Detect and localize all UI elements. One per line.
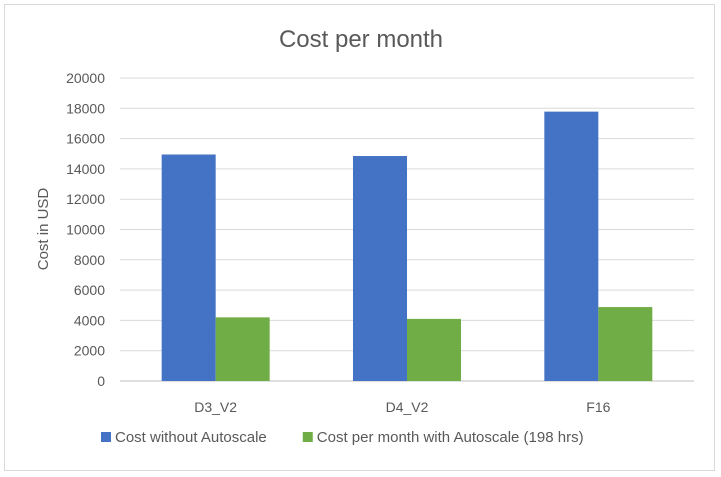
bars [161, 111, 653, 382]
y-axis-ticks: 0 2000 4000 6000 8000 10000 12000 14000 16000 180… [66, 70, 105, 389]
legend-label-series-2: Cost per month with Autoscale (198 hrs) [317, 429, 584, 446]
bar-f16-series-2 [598, 307, 653, 381]
x-axis-ticks: D3_V2 D4_V2 F16 [194, 399, 610, 415]
y-axis-label: Cost in USD [35, 188, 52, 271]
y-tick-label: 10000 [66, 222, 105, 238]
bar-d3-v2-series-2 [215, 317, 270, 381]
legend-label-series-1: Cost without Autoscale [115, 429, 267, 446]
x-tick-label: F16 [586, 399, 610, 415]
y-tick-label: 18000 [66, 100, 105, 116]
y-tick-label: 6000 [74, 282, 105, 298]
chart-title: Cost per month [279, 26, 443, 53]
bar-f16-series-1 [544, 111, 599, 382]
y-tick-label: 8000 [74, 252, 105, 268]
y-tick-label: 20000 [66, 70, 105, 86]
y-tick-label: 12000 [66, 191, 105, 207]
legend-swatch-series-2 [302, 432, 313, 442]
y-tick-label: 4000 [74, 312, 105, 328]
bar-d3-v2-series-1 [161, 154, 216, 381]
x-tick-label: D3_V2 [194, 399, 237, 415]
y-tick-label: 14000 [66, 161, 105, 177]
x-tick-label: D4_V2 [386, 399, 429, 415]
bar-d4-v2-series-1 [353, 156, 407, 381]
bar-d4-v2-series-2 [407, 318, 461, 381]
y-tick-label: 2000 [74, 343, 105, 359]
legend: Cost without Autoscale Cost per month wit… [101, 429, 584, 446]
y-tick-label: 16000 [66, 131, 105, 147]
y-tick-label: 0 [97, 373, 105, 389]
legend-swatch-series-1 [101, 432, 111, 442]
